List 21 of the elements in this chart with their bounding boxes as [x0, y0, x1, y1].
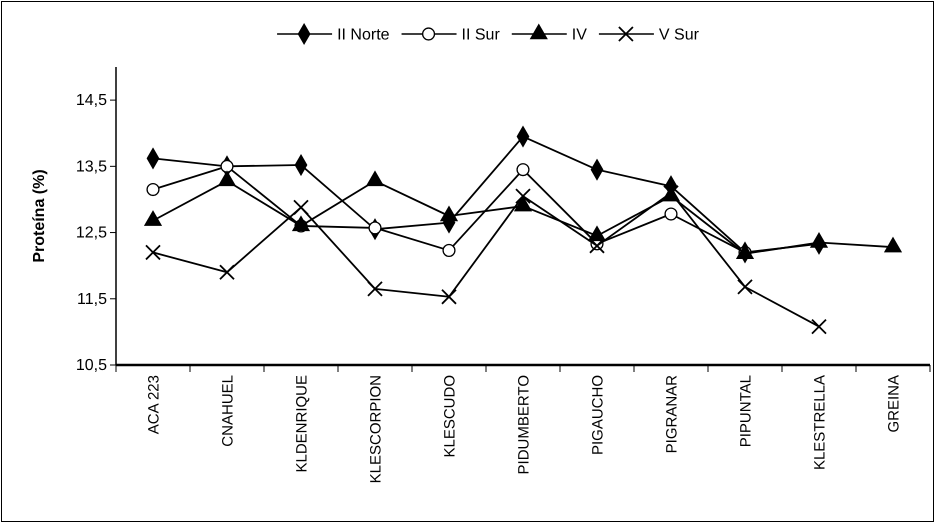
- y-tick-label: 14,5: [76, 92, 108, 110]
- x-tick-label: PIGAUCHO: [589, 375, 606, 456]
- x-tick-label: CNAHUEL: [219, 375, 236, 447]
- x-tick-label: KLESCUDO: [441, 375, 458, 458]
- x-tick-label: PIPUNTAL: [737, 375, 754, 448]
- y-tick-label: 10,5: [76, 357, 108, 374]
- y-tick-label: 11,5: [77, 290, 108, 308]
- legend-label: II Norte: [337, 26, 390, 44]
- legend-label: IV: [572, 26, 588, 44]
- y-tick-label: 13,5: [76, 158, 108, 176]
- x-tick-label: KLESTRELLA: [811, 375, 828, 470]
- legend-label: II Sur: [462, 26, 500, 44]
- x-tick-label: KLDENRIQUE: [293, 375, 310, 473]
- x-tick-label: PIDUMBERTO: [515, 375, 532, 474]
- y-tick-label: 12,5: [76, 224, 108, 242]
- y-axis-title: Proteína (%): [31, 169, 48, 263]
- legend-label: V Sur: [658, 26, 700, 44]
- x-tick-label: KLESCORPION: [367, 375, 384, 484]
- x-tick-label: PIGRANAR: [663, 374, 680, 454]
- x-tick-label: ACA 223: [145, 375, 162, 434]
- x-tick-label: GREINA: [885, 375, 902, 433]
